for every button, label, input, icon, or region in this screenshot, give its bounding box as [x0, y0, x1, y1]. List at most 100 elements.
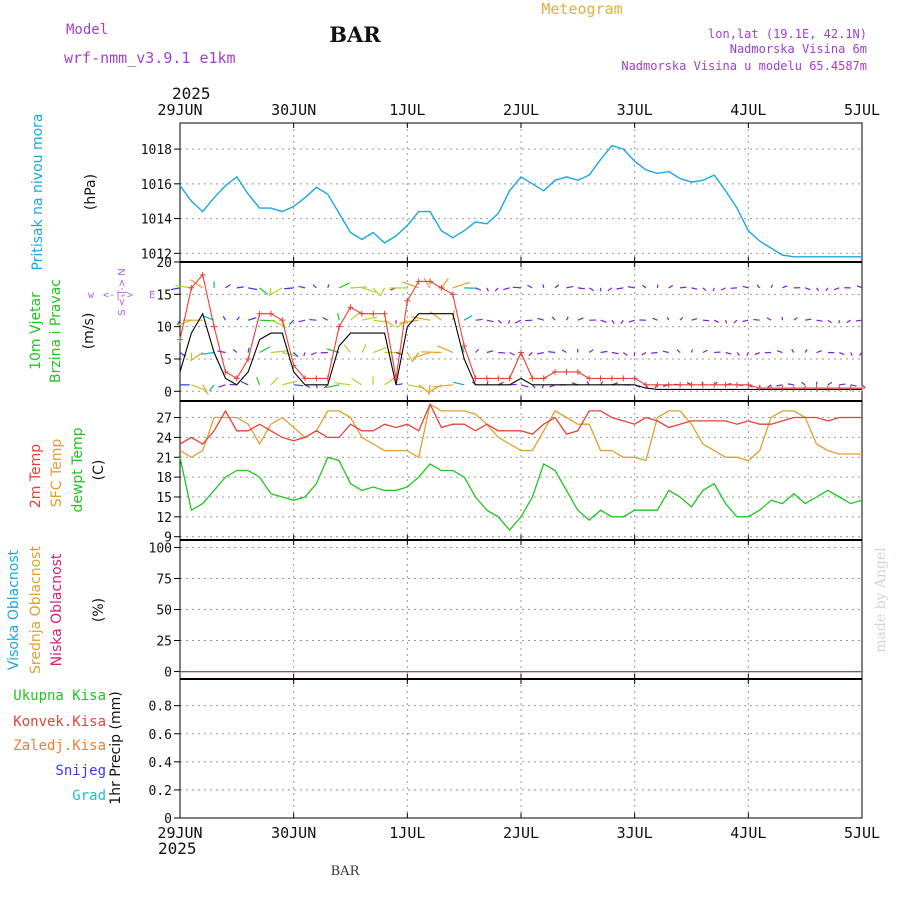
wind-arrow — [536, 351, 544, 355]
wind-arrow — [766, 317, 772, 321]
y-tick-label: 75 — [156, 572, 172, 587]
cloud-ylabel: Visoka Oblacnost Srednja Oblacnost Niska O… — [6, 546, 107, 674]
wind-gust-marker — [722, 381, 729, 388]
elevation-label: Nadmorska Visina 6m — [730, 42, 867, 56]
wind-arrow — [712, 287, 715, 292]
wind-arrow — [191, 384, 205, 391]
wind-arrow — [541, 384, 545, 389]
wind-arrow — [666, 316, 670, 321]
wind-gust-marker — [279, 317, 286, 324]
y-tick-label: 0 — [164, 812, 172, 827]
wind-arrow — [680, 286, 687, 289]
wind-gust-marker — [813, 385, 820, 392]
wind-arrow — [270, 319, 284, 327]
wind-gust-marker — [392, 375, 399, 382]
wind-arrow — [753, 318, 760, 321]
low-cloud-label: Niska Oblacnost — [49, 553, 65, 666]
date-label-bottom: 29JUN — [157, 824, 202, 842]
wind-arrow — [372, 287, 380, 297]
wind-gust-marker — [222, 368, 229, 375]
temp-unit: (C) — [91, 460, 107, 481]
wind-arrow — [827, 381, 833, 386]
cloud-panel: 0 25 50 75 100 — [149, 539, 863, 681]
wind-arrow — [293, 384, 304, 387]
wind-gust-marker — [461, 343, 468, 350]
y-tick-label: 20 — [156, 256, 172, 271]
wind-gust-marker — [245, 355, 252, 362]
wind-arrow — [440, 277, 449, 289]
wind-arrow — [298, 319, 306, 323]
wind-arrow — [240, 381, 249, 386]
model-name: wrf-nmm_v3.9.1 e1km — [64, 49, 236, 67]
wind-arrow — [486, 319, 494, 323]
precip-panel: 0 0.2 0.4 0.6 0.8 — [149, 678, 863, 827]
wind-gust-marker — [495, 375, 502, 382]
wind-arrow — [600, 319, 607, 323]
wind-arrow — [428, 384, 431, 396]
wind-arrow — [399, 319, 419, 324]
meteogram-title: Meteogram — [541, 0, 622, 18]
wind-arrow — [607, 287, 613, 292]
wind-arrow — [248, 287, 258, 291]
wind-arrow — [776, 384, 783, 387]
high-cloud-label: Visoka Oblacnost — [6, 549, 22, 670]
wind-label-line2: Brzina i Pravac — [48, 279, 64, 383]
wind-gust-marker — [563, 368, 570, 375]
wind-arrow — [259, 346, 271, 354]
wind-gust-marker — [256, 310, 263, 317]
wind-arrow — [548, 351, 556, 354]
y-tick-label: 0 — [164, 666, 172, 681]
wind-arrow — [497, 319, 503, 324]
wind-arrow — [202, 384, 209, 395]
wind-arrow — [514, 319, 522, 324]
panel-frame — [179, 678, 863, 819]
y-tick-label: 9 — [164, 531, 172, 546]
wind-arrow — [322, 317, 329, 321]
y-tick-label: 0.4 — [149, 756, 173, 771]
wind-arrow — [432, 384, 453, 388]
wind-arrow — [690, 349, 693, 353]
wind-arrow — [421, 351, 442, 354]
precip-legend-item: Ukupna Kisa — [13, 688, 106, 704]
wind-arrow — [804, 349, 808, 353]
pressure-ylabel: Pritisak na nivou mora (hPa) — [30, 113, 99, 270]
wind-arrow — [176, 319, 181, 326]
wind-arrow — [825, 287, 829, 292]
y-tick-label: 1018 — [141, 143, 172, 158]
wind-arrow — [384, 377, 395, 386]
wind-arrow — [827, 319, 832, 324]
pressure-panel: 1012 1014 1016 1018 — [141, 122, 863, 263]
date-label-top: 30JUN — [271, 101, 316, 119]
wind-gust-marker — [665, 381, 672, 388]
wind-arrow — [373, 346, 387, 354]
temp2m-line — [179, 402, 862, 445]
wind-gust-marker — [381, 310, 388, 317]
wind-arrow — [208, 384, 215, 392]
wind-gust-marker — [427, 278, 434, 285]
wind-arrow — [475, 318, 483, 321]
wind-arrow — [338, 282, 350, 289]
footer-station: BAR — [331, 864, 361, 879]
wind-arrow — [616, 287, 624, 290]
wind-gust-marker — [824, 385, 831, 392]
wind-arrow — [298, 285, 306, 289]
wind-arrow — [327, 284, 330, 289]
wind-arrow — [839, 383, 846, 386]
wind-arrow — [720, 287, 726, 291]
wind-arrow — [551, 316, 556, 321]
wind-arrow — [423, 277, 431, 289]
model-label: Model — [66, 22, 108, 38]
precip-legend-item: Zaledj.Kisa — [13, 738, 106, 754]
wind-arrow — [754, 351, 760, 356]
wind-arrow — [691, 318, 698, 321]
wind-arrow — [676, 349, 681, 353]
wind-arrow — [537, 317, 544, 321]
wind-arrow — [846, 319, 851, 324]
wind-arrow — [588, 349, 594, 353]
wind-gust-marker — [415, 278, 422, 285]
y-tick-label: 1012 — [141, 247, 172, 262]
station-title: BAR — [329, 22, 381, 47]
date-label-bottom: 1JUL — [389, 824, 425, 842]
panel-frame — [179, 261, 863, 402]
